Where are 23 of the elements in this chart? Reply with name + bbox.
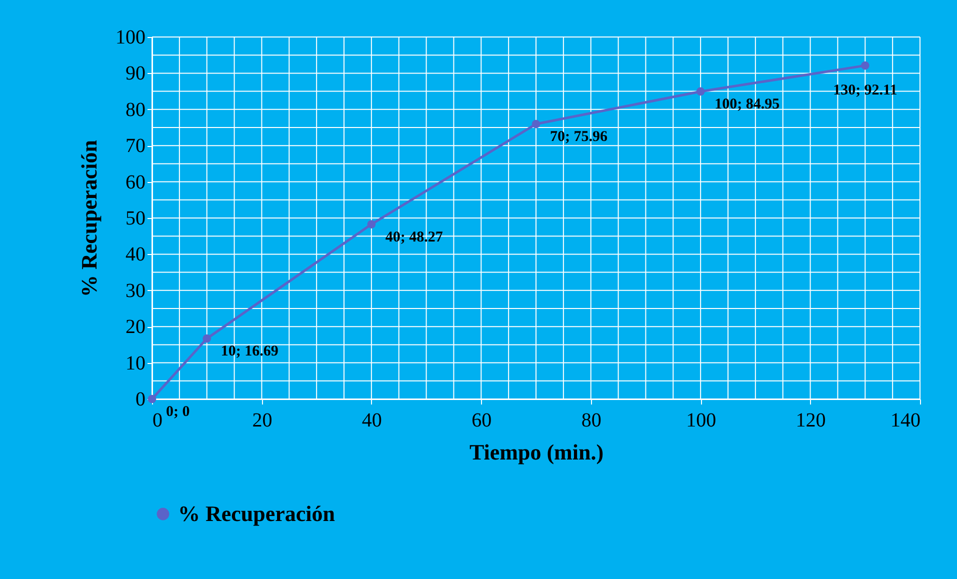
legend-label: % Recuperación [178,501,336,526]
x-tick-label: 40 [362,410,382,432]
x-tick-label: 80 [581,410,602,432]
x-axis-title: Tiempo (min.) [469,440,604,464]
x-tick-label: 20 [252,410,272,432]
y-tick-label: 50 [126,208,146,230]
y-tick-label: 40 [126,244,146,266]
y-tick-label: 70 [126,135,146,158]
x-tick-label: 0 [152,410,162,432]
y-tick-label: 80 [126,98,146,121]
data-label: 0; 0 [166,404,190,420]
y-tick-label: 0 [136,388,146,410]
y-axis-title: % Recuperación [76,140,102,298]
x-tick-label: 120 [796,410,826,432]
y-tick-label: 100 [116,26,146,48]
x-tick-label: 140 [890,410,920,432]
y-tick-label: 20 [126,316,146,338]
y-tick-label: 90 [126,62,146,85]
x-tick-label: 60 [472,410,492,432]
y-tick-label: 60 [126,171,146,194]
y-tick-label: 30 [126,280,146,302]
x-tick-label: 100 [686,410,716,432]
y-tick-label: 10 [126,352,146,374]
